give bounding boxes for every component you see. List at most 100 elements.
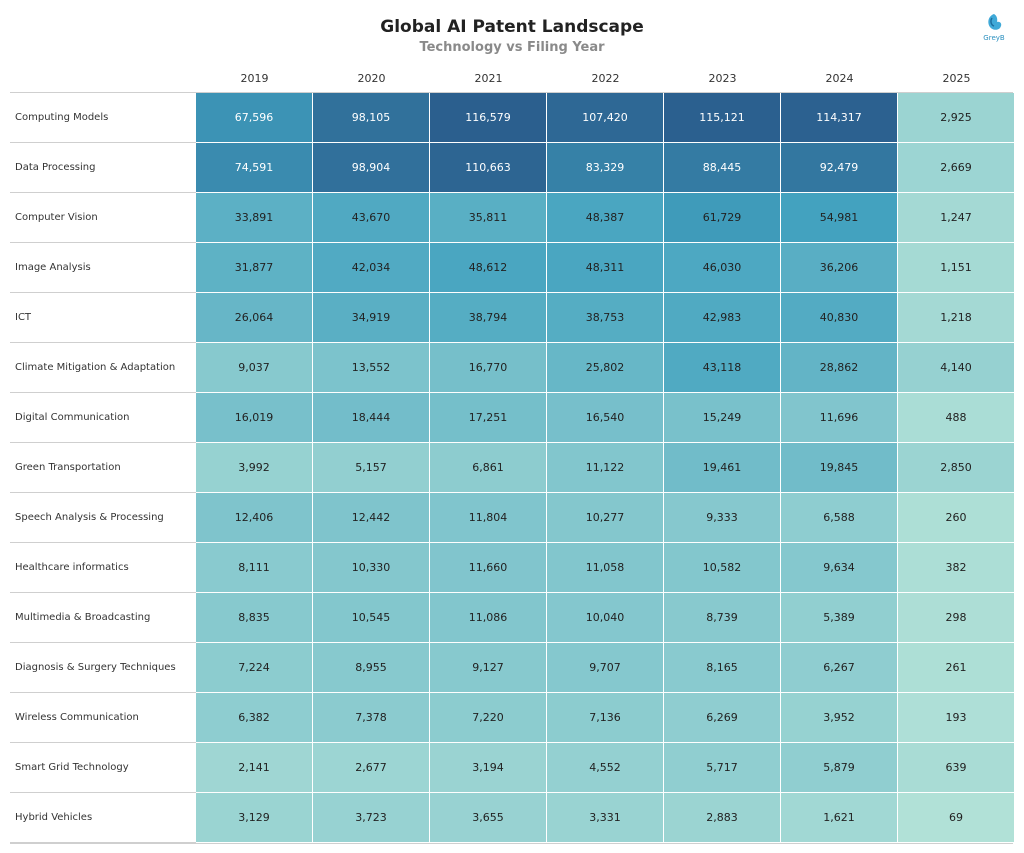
heatmap-cell: 12,406 <box>196 493 313 543</box>
header-divider <box>10 92 1013 93</box>
column-header-2022: 2022 <box>591 72 620 85</box>
heatmap-cell: 1,218 <box>898 293 1015 343</box>
heatmap-cell: 5,389 <box>781 593 898 643</box>
heatmap-cell: 2,677 <box>313 743 430 793</box>
heatmap-cell: 42,034 <box>313 243 430 293</box>
column-header-2021: 2021 <box>474 72 503 85</box>
column-header-2020: 2020 <box>357 72 386 85</box>
heatmap-cell: 40,830 <box>781 293 898 343</box>
heatmap-cell: 38,753 <box>547 293 664 343</box>
heatmap-cell: 36,206 <box>781 243 898 293</box>
heatmap-cell: 3,992 <box>196 443 313 493</box>
heatmap-cell: 9,707 <box>547 643 664 693</box>
heatmap-cell: 48,311 <box>547 243 664 293</box>
heatmap-cell: 15,249 <box>664 393 781 443</box>
row-divider <box>10 842 196 843</box>
row-label: Computer Vision <box>15 212 98 223</box>
chart-title: Global AI Patent Landscape <box>380 17 644 37</box>
row-label: Data Processing <box>15 162 96 173</box>
heatmap-cell: 9,333 <box>664 493 781 543</box>
heatmap-cell: 28,862 <box>781 343 898 393</box>
heatmap-cell: 4,552 <box>547 743 664 793</box>
heatmap-cell: 74,591 <box>196 143 313 193</box>
heatmap-cell: 3,129 <box>196 793 313 843</box>
heatmap-cell: 382 <box>898 543 1015 593</box>
row-label: ICT <box>15 312 32 323</box>
heatmap-cell: 38,794 <box>430 293 547 343</box>
row-divider <box>10 242 196 243</box>
heatmap-cell: 48,612 <box>430 243 547 293</box>
heatmap-cell: 33,891 <box>196 193 313 243</box>
heatmap-cell: 8,165 <box>664 643 781 693</box>
column-header-2025: 2025 <box>942 72 971 85</box>
row-label: Hybrid Vehicles <box>15 812 93 823</box>
heatmap-cell: 2,925 <box>898 93 1015 143</box>
row-divider <box>10 492 196 493</box>
row-divider <box>10 592 196 593</box>
heatmap-cell: 98,105 <box>313 93 430 143</box>
heatmap-cell: 3,331 <box>547 793 664 843</box>
row-label: Digital Communication <box>15 412 130 423</box>
heatmap-cell: 107,420 <box>547 93 664 143</box>
column-header-2019: 2019 <box>240 72 269 85</box>
column-header-2023: 2023 <box>708 72 737 85</box>
heatmap-cell: 488 <box>898 393 1015 443</box>
greyb-logo-icon <box>988 14 1002 30</box>
row-label: Smart Grid Technology <box>15 762 129 773</box>
heatmap-cell: 114,317 <box>781 93 898 143</box>
heatmap-cell: 8,955 <box>313 643 430 693</box>
heatmap-cell: 61,729 <box>664 193 781 243</box>
heatmap-cell: 67,596 <box>196 93 313 143</box>
heatmap-cell: 6,382 <box>196 693 313 743</box>
heatmap-cell: 4,140 <box>898 343 1015 393</box>
heatmap-cell: 42,983 <box>664 293 781 343</box>
heatmap-cell: 9,037 <box>196 343 313 393</box>
row-divider <box>10 142 196 143</box>
row-label: Green Transportation <box>15 462 121 473</box>
heatmap-cell: 1,247 <box>898 193 1015 243</box>
heatmap-cell: 88,445 <box>664 143 781 193</box>
heatmap-cell: 69 <box>898 793 1015 843</box>
heatmap-cell: 193 <box>898 693 1015 743</box>
row-label: Computing Models <box>15 112 109 123</box>
logo-wordmark: GreyB <box>983 34 1005 42</box>
heatmap-cell: 11,696 <box>781 393 898 443</box>
heatmap-cell: 7,224 <box>196 643 313 693</box>
heatmap-cell: 639 <box>898 743 1015 793</box>
heatmap-cell: 10,330 <box>313 543 430 593</box>
heatmap-cell: 43,670 <box>313 193 430 243</box>
heatmap-cell: 5,157 <box>313 443 430 493</box>
row-label: Wireless Communication <box>15 712 139 723</box>
heatmap-cell: 110,663 <box>430 143 547 193</box>
heatmap-cell: 12,442 <box>313 493 430 543</box>
heatmap-cell: 31,877 <box>196 243 313 293</box>
heatmap-cell: 1,621 <box>781 793 898 843</box>
row-divider <box>10 342 196 343</box>
heatmap-cell: 6,861 <box>430 443 547 493</box>
heatmap-cell: 7,136 <box>547 693 664 743</box>
row-divider <box>10 192 196 193</box>
bottom-divider <box>10 843 1013 844</box>
heatmap-cell: 16,019 <box>196 393 313 443</box>
column-header-2024: 2024 <box>825 72 854 85</box>
heatmap-cell: 9,634 <box>781 543 898 593</box>
heatmap-cell: 43,118 <box>664 343 781 393</box>
heatmap-cell: 19,461 <box>664 443 781 493</box>
heatmap-cell: 92,479 <box>781 143 898 193</box>
row-label: Healthcare informatics <box>15 562 129 573</box>
row-divider <box>10 542 196 543</box>
heatmap-cell: 3,723 <box>313 793 430 843</box>
heatmap-cell: 35,811 <box>430 193 547 243</box>
heatmap-cell: 16,540 <box>547 393 664 443</box>
heatmap-cell: 2,669 <box>898 143 1015 193</box>
row-divider <box>10 642 196 643</box>
heatmap-cell: 116,579 <box>430 93 547 143</box>
heatmap-cell: 83,329 <box>547 143 664 193</box>
heatmap-cell: 2,850 <box>898 443 1015 493</box>
heatmap-cell: 6,269 <box>664 693 781 743</box>
row-label: Image Analysis <box>15 262 91 273</box>
heatmap-cell: 11,086 <box>430 593 547 643</box>
heatmap-cell: 9,127 <box>430 643 547 693</box>
row-label: Climate Mitigation & Adaptation <box>15 362 176 373</box>
heatmap-cell: 98,904 <box>313 143 430 193</box>
